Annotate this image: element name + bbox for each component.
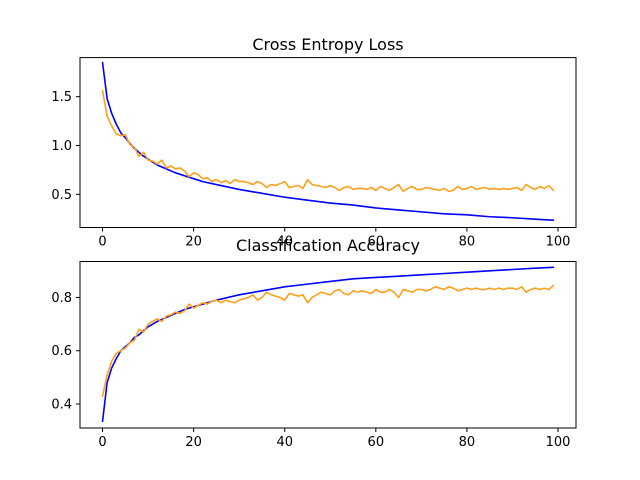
loss-tick-layer: 0 20 40 60 80 100 0.5 1.0 1.5 [51,90,570,249]
loss-chart-title: Cross Entropy Loss [252,35,403,54]
accuracy-chart-title: Classification Accuracy [236,236,420,255]
accuracy-y-tick-label: 0.4 [51,398,72,413]
accuracy-axes-frame [79,261,577,429]
accuracy-y-tick-label: 0.6 [51,344,72,359]
loss-y-tick-label: 0.5 [51,188,72,203]
accuracy-series-layer [101,266,555,423]
loss-subplot: Cross Entropy Loss 0 20 40 60 80 100 0.5 1.0 1.5 [51,35,577,250]
accuracy-x-tick-label: 60 [368,435,385,450]
loss-axes-frame [79,57,577,228]
loss-y-tick-label: 1.5 [51,90,72,105]
loss-test-line [101,90,555,193]
accuracy-x-tick-label: 40 [276,435,293,450]
accuracy-y-tick-label: 0.8 [51,291,72,306]
loss-x-tick-label: 100 [546,235,571,250]
loss-x-tick-label: 20 [185,235,202,250]
accuracy-x-tick-label: 0 [98,435,106,450]
loss-x-tick-label: 80 [459,235,476,250]
loss-x-tick-label: 0 [98,235,106,250]
loss-x-tick-label: 60 [368,235,385,250]
accuracy-tick-layer: 0 20 40 60 80 100 0.4 0.6 0.8 [51,291,570,450]
accuracy-test-line [101,284,555,397]
accuracy-x-tick-label: 80 [459,435,476,450]
loss-series-layer [101,61,555,221]
loss-x-tick-label: 40 [276,235,293,250]
accuracy-x-tick-label: 100 [546,435,571,450]
loss-y-tick-label: 1.0 [51,139,72,154]
accuracy-subplot: Classification Accuracy 0 20 40 60 80 1000.40… [51,236,577,450]
accuracy-x-tick-label: 20 [185,435,202,450]
